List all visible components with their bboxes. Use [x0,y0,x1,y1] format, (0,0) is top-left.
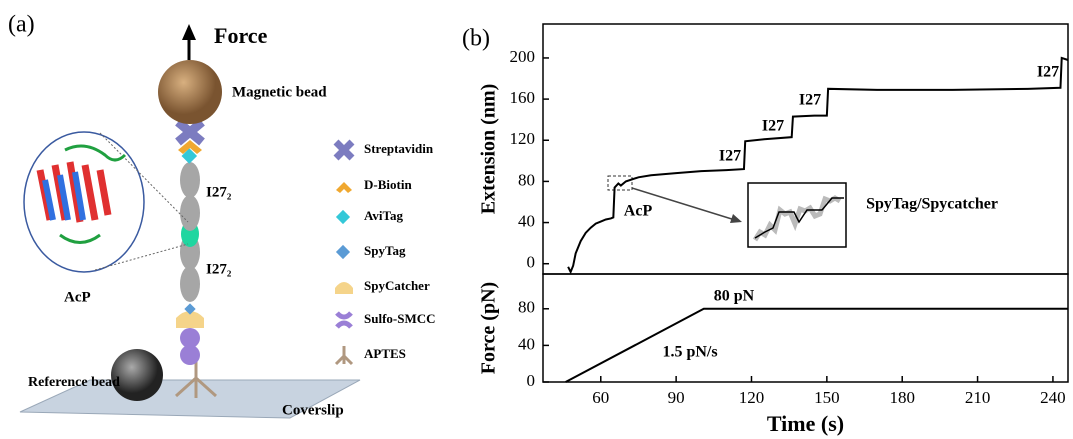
legend-icon [335,209,351,225]
legend-icon [334,346,354,366]
linker-label: I27₂ [206,261,232,277]
y-tick-label: 40 [518,211,535,230]
spytag [184,303,196,315]
zoom-line [94,243,189,271]
data-line [567,56,1069,275]
legend-icon [335,244,351,260]
streptavidin [175,118,205,146]
zoom-line [99,132,189,223]
y-tick-label: 160 [510,88,536,107]
panel-label: (b) [462,26,490,52]
y-tick-label: 0 [527,253,536,272]
legend-label: D-Biotin [364,177,412,192]
y-axis-label: Force (pN) [478,282,500,374]
zoom-arrowhead [730,214,742,223]
labels: (a) Force Magnetic bead I27₂ I27₂ AcP Re… [8,12,344,419]
annotation: I27 [719,148,741,165]
protein-label: AcP [64,289,91,305]
magnetic-bead [158,60,222,124]
legend-label: Sulfo-SMCC [364,311,436,326]
x-tick-label: 90 [668,388,685,407]
inset-noise [752,195,842,242]
y-tick-label: 40 [518,334,535,353]
protein-loops [59,144,127,244]
x-tick-label: 120 [739,388,765,407]
coverslip-label: Coverslip [282,402,344,418]
x-tick-label: 210 [965,388,991,407]
annotation: SpyTag/Spycatcher [866,196,998,213]
plot-frame [542,273,1069,383]
annotation: I27 [762,118,784,135]
schematic [19,24,847,419]
force-label: Force [214,23,268,48]
legend-label: SpyCatcher [364,278,430,293]
x-tick-label: 150 [814,388,840,407]
y-axis-label: Extension (nm) [478,84,500,215]
force-arrowhead [182,24,196,40]
legend-icon [335,282,353,294]
legend-label: APTES [364,346,406,361]
smcc [180,345,200,365]
aptes-leg [174,376,198,398]
coverslip-shape [19,379,361,419]
avitag [181,148,198,164]
legend-icon [335,311,353,329]
reference-label: Reference bead [28,375,120,390]
legend-label: AviTag [364,208,404,223]
smcc [180,328,200,348]
protein-strands [42,171,86,221]
legend-label: SpyTag [364,243,406,258]
x-axis-label: Time (s) [767,411,844,436]
acp-zoom [23,131,145,273]
annotation: 1.5 pN/s [662,344,717,361]
reference-bead [111,349,163,401]
x-tick-label: 60 [592,388,609,407]
data-line [565,307,1068,383]
biotin [178,140,202,154]
zoom-box [607,175,633,191]
i27 [180,162,200,198]
spycatcher [176,311,204,328]
y-tick-label: 120 [510,129,536,148]
annotation: 80 pN [714,288,755,305]
linker-label: I27₂ [206,184,232,200]
annotation: I27 [799,92,821,109]
y-tick-label: 0 [527,371,536,390]
x-tick-label: 240 [1040,388,1066,407]
y-tick-label: 80 [518,298,535,317]
annotation: I27 [1037,64,1059,81]
legend-icon [333,139,355,161]
x-tick-label: 180 [889,388,915,407]
inset-trace [754,197,844,239]
legend-icon [336,182,352,193]
i27 [180,266,200,302]
y-tick-label: 80 [518,170,535,189]
annotation: AcP [624,203,653,220]
y-tick-label: 200 [510,47,536,66]
zoom-arrow [631,187,736,221]
bead-label: Magnetic bead [232,84,327,100]
legend-label: Streptavidin [364,141,434,156]
aptes-leg [194,376,218,398]
panel-label: (a) [8,12,35,38]
i27 [180,195,200,231]
